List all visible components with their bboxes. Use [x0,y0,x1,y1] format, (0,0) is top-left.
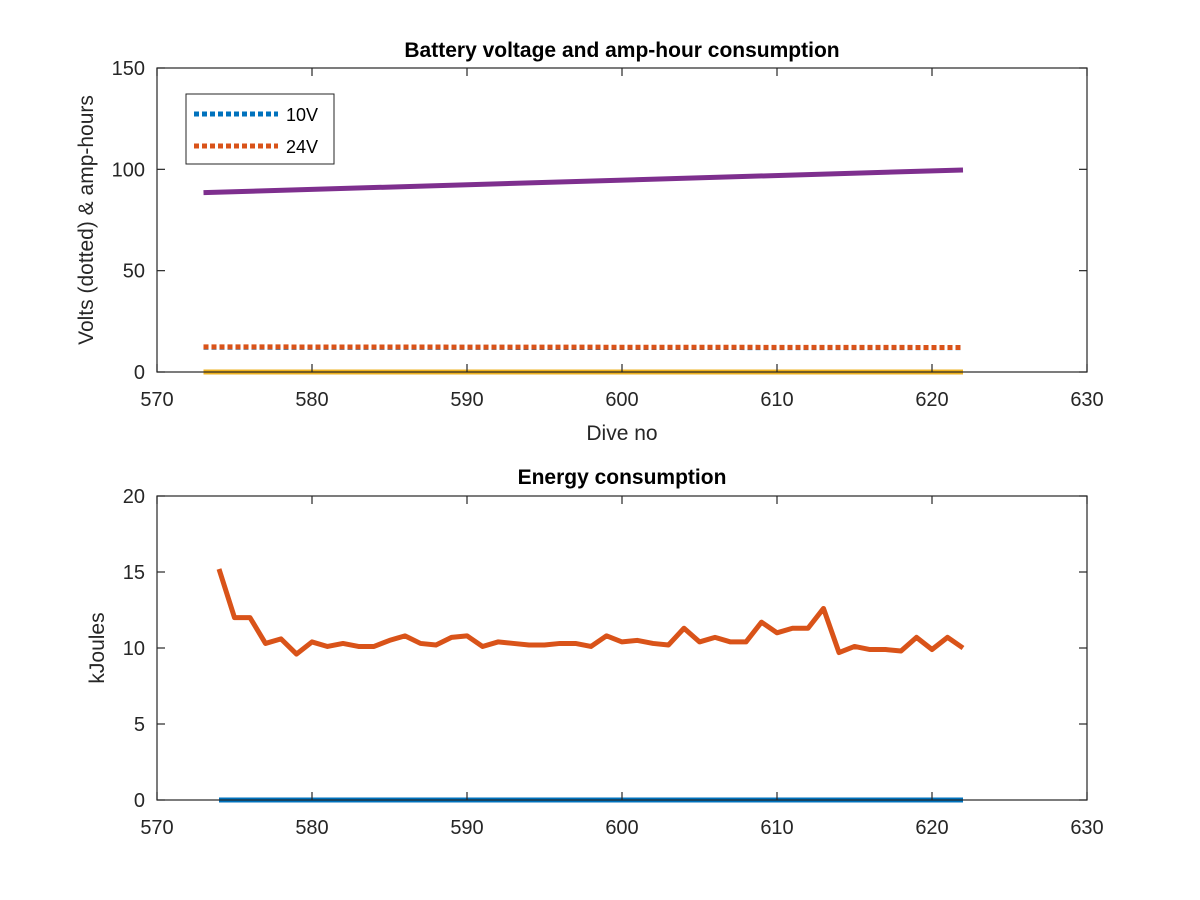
chart-title: Energy consumption [518,466,727,489]
legend-label-10v: 10V [286,105,318,125]
x-axis-label: Dive no [586,422,657,445]
battery-chart: 570 580 590 600 610 620 630 0 50 100 150 Battery vo… [75,39,1104,445]
x-tick-label: 620 [915,389,948,411]
x-tick-label: 590 [450,817,483,839]
y-tick-label: 5 [134,714,145,736]
y-tick-label: 0 [134,790,145,812]
x-tick-label: 600 [605,389,638,411]
x-tick-label: 580 [295,389,328,411]
legend-label-24v: 24V [286,137,318,157]
series-line-24v [203,344,964,350]
y-tick-label: 150 [112,58,145,80]
y-tick-label: 100 [112,159,145,181]
y-axis-label: kJoules [86,612,109,683]
y-tick-label: 50 [123,261,145,283]
x-tick-label: 570 [140,817,173,839]
legend: 10V 24V [185,93,335,165]
x-tick-label: 590 [450,389,483,411]
y-tick-label: 0 [134,362,145,384]
energy-chart: 570 580 590 600 610 620 630 0 5 10 15 20 Energy cons… [86,466,1104,839]
x-tick-label: 600 [605,817,638,839]
chart-title: Battery voltage and amp-hour consumption [404,39,839,62]
series-line-1 [216,568,965,657]
y-tick-label: 10 [123,638,145,660]
x-tick-label: 610 [760,389,793,411]
y-tick-label: 15 [123,562,145,584]
x-tick-label: 570 [140,389,173,411]
x-tick-label: 630 [1070,817,1103,839]
plot-area [157,496,1087,800]
series-line-3 [203,167,964,196]
legend-box [185,93,335,165]
y-axis-label: Volts (dotted) & amp-hours [75,95,98,345]
y-tick-label: 20 [123,486,145,508]
x-tick-label: 630 [1070,389,1103,411]
x-tick-label: 620 [915,817,948,839]
x-tick-label: 580 [295,817,328,839]
x-tick-label: 610 [760,817,793,839]
